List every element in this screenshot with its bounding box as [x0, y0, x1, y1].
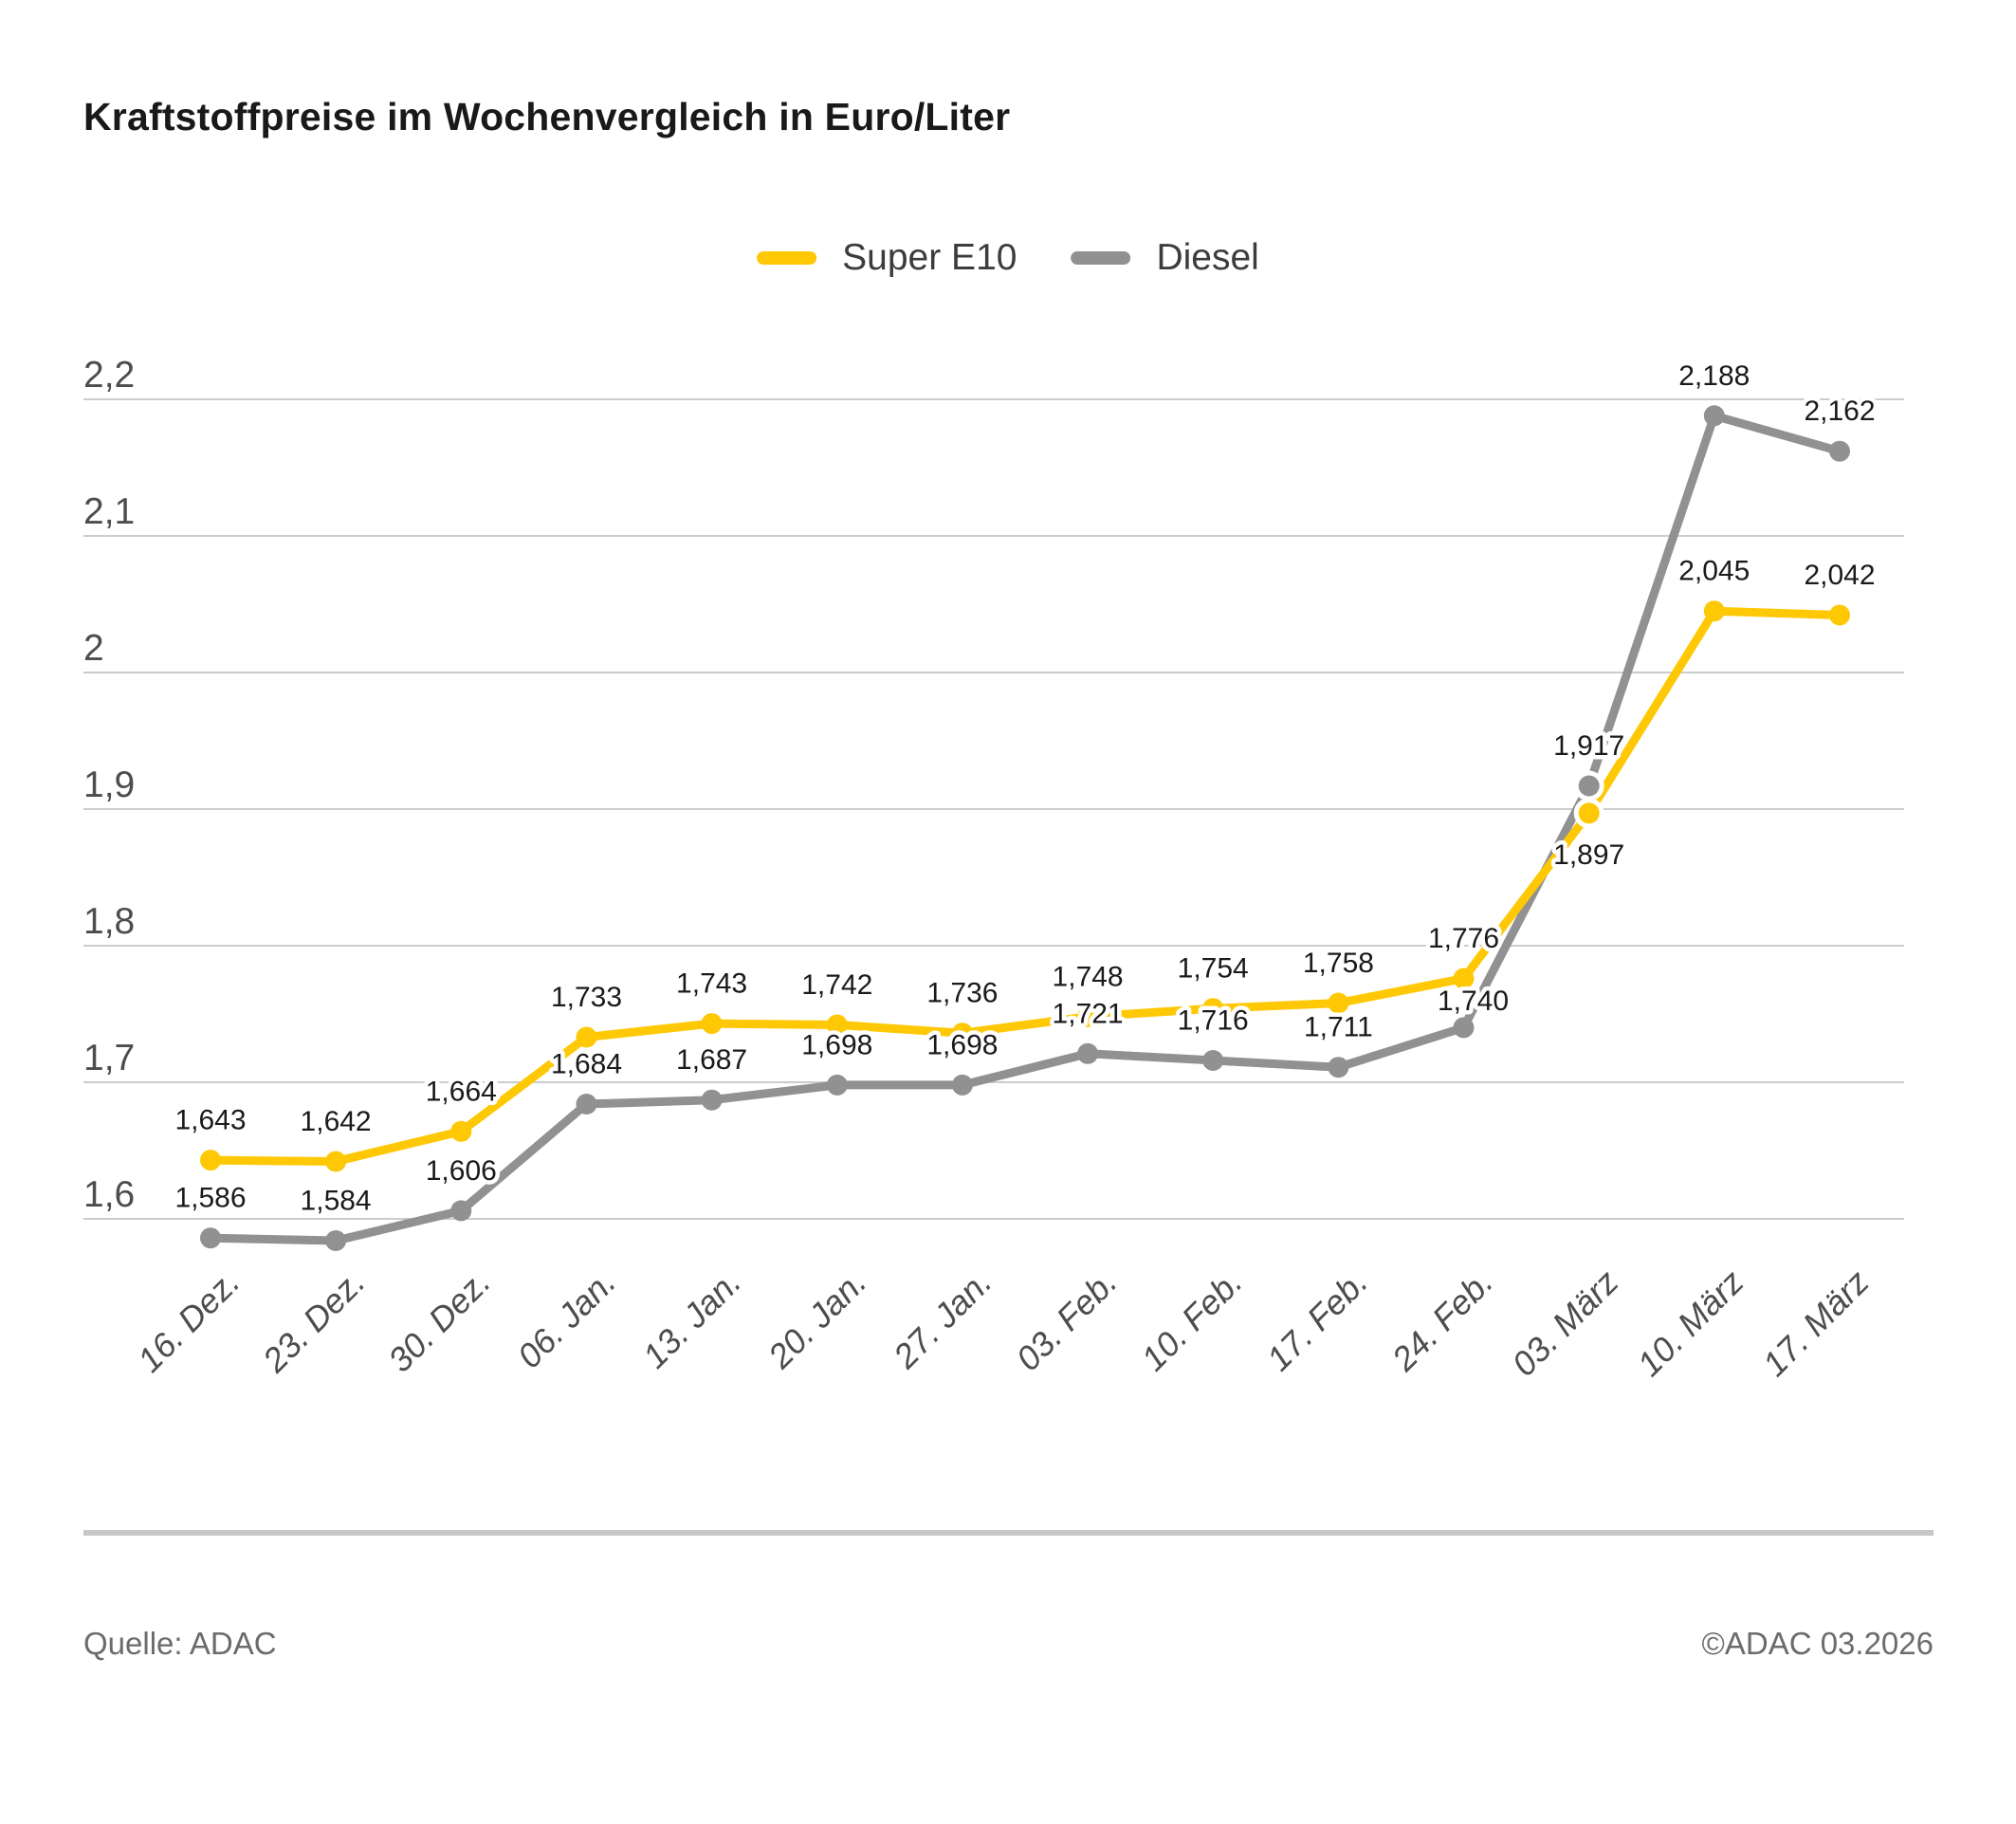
data-point-diesel: [826, 1074, 848, 1096]
data-point-super-e10: [1077, 1005, 1099, 1027]
data-label-super-e10: 1,758: [1303, 948, 1374, 979]
data-label-diesel: 1,698: [926, 1029, 998, 1060]
data-label-diesel: 1,740: [1438, 986, 1509, 1017]
x-axis-label: 06. Jan.: [510, 1262, 624, 1376]
data-label-super-e10: 1,743: [676, 968, 747, 1000]
x-axis-label: 10. Feb.: [1133, 1262, 1249, 1378]
x-axis-label: 30. Dez.: [380, 1262, 498, 1380]
data-label-diesel: 1,687: [676, 1044, 747, 1076]
data-point-diesel: [701, 1089, 723, 1111]
data-point-diesel: [200, 1227, 221, 1249]
y-axis-label: 2,2: [83, 355, 135, 396]
data-label-super-e10: 1,643: [174, 1105, 246, 1136]
x-axis-label: 27. Jan.: [885, 1262, 999, 1376]
data-point-super-e10: [1328, 992, 1349, 1014]
data-label-diesel: 1,711: [1304, 1012, 1373, 1043]
data-point-super-e10: [325, 1151, 347, 1172]
data-label-super-e10: 2,045: [1678, 556, 1750, 587]
series-line-super-e10: [206, 606, 1844, 1166]
data-point-super-e10: [701, 1013, 723, 1035]
data-label-super-e10: 1,733: [551, 982, 622, 1013]
data-label-diesel: 1,586: [174, 1183, 246, 1214]
y-axis-label: 1,9: [83, 765, 135, 805]
legend-label-super-e10: Super E10: [842, 237, 1017, 278]
data-label-diesel: 1,698: [801, 1029, 872, 1060]
footer-copyright: ©ADAC 03.2026: [1701, 1626, 1934, 1661]
data-label-super-e10: 1,736: [926, 978, 998, 1009]
data-point-super-e10: [826, 1014, 848, 1036]
data-point-diesel: [1328, 1057, 1349, 1078]
data-label-super-e10: 1,642: [301, 1106, 372, 1137]
x-axis-label: 03. März: [1504, 1262, 1625, 1384]
data-label-super-e10: 1,742: [801, 969, 872, 1001]
y-axis-label: 2: [83, 628, 104, 669]
legend-label-diesel: Diesel: [1156, 237, 1259, 278]
series-line-diesel: [206, 411, 1844, 1245]
data-label-diesel: 1,716: [1178, 1005, 1249, 1037]
data-point-super-e10: [1578, 802, 1600, 824]
data-point-super-e10: [1453, 967, 1475, 989]
legend-swatch-super-e10-icon: [757, 250, 817, 265]
data-point-diesel: [1703, 405, 1725, 427]
data-point-super-e10: [1202, 998, 1224, 1020]
data-point-diesel: [1453, 1017, 1475, 1039]
x-axis-label: 17. Feb.: [1259, 1262, 1375, 1378]
data-point-diesel: [1202, 1050, 1224, 1071]
x-axis-label: 16. Dez.: [130, 1262, 247, 1380]
y-axis-label: 1,8: [83, 901, 135, 942]
data-point-super-e10: [576, 1026, 597, 1048]
data-label-diesel: 1,606: [426, 1155, 497, 1187]
data-label-super-e10: 1,776: [1428, 923, 1499, 954]
legend-item-diesel: Diesel: [1071, 237, 1259, 278]
legend-item-super-e10: Super E10: [757, 239, 1017, 276]
footer-source: Quelle: ADAC: [83, 1626, 277, 1661]
x-axis-label: 10. März: [1629, 1262, 1750, 1384]
data-point-super-e10: [450, 1120, 472, 1142]
data-label-super-e10: 1,664: [426, 1076, 497, 1107]
x-axis-label: 23. Dez.: [254, 1262, 373, 1381]
y-axis-label: 2,1: [83, 491, 135, 532]
data-label-diesel: 1,721: [1053, 998, 1124, 1029]
data-point-diesel: [1578, 775, 1600, 797]
data-label-super-e10: 1,748: [1053, 961, 1124, 992]
x-axis-label: 03. Feb.: [1008, 1262, 1124, 1378]
data-label-diesel: 1,684: [551, 1049, 622, 1080]
data-label-diesel: 1,584: [301, 1186, 372, 1217]
x-axis-label: 17. März: [1755, 1262, 1877, 1384]
x-axis-label: 13. Jan.: [635, 1262, 749, 1376]
data-point-super-e10: [951, 1023, 973, 1044]
y-axis-label: 1,6: [83, 1174, 135, 1215]
data-label-super-e10: 2,042: [1804, 560, 1875, 591]
data-label-diesel: 1,917: [1553, 730, 1624, 762]
data-label-super-e10: 1,754: [1178, 953, 1249, 985]
data-point-diesel: [450, 1200, 472, 1222]
data-point-super-e10: [1829, 604, 1850, 626]
data-label-diesel: 2,162: [1804, 396, 1875, 427]
data-point-diesel: [951, 1074, 973, 1096]
y-axis-label: 1,7: [83, 1038, 135, 1078]
chart-title: Kraftstoffpreise im Wochenvergleich in E…: [83, 95, 1011, 138]
legend: Super E10 Diesel: [757, 239, 1259, 276]
legend-swatch-diesel-icon: [1071, 250, 1131, 265]
data-label-super-e10: 1,897: [1553, 839, 1624, 871]
data-point-diesel: [325, 1230, 347, 1251]
footer-divider: [83, 1530, 1934, 1536]
data-point-super-e10: [200, 1150, 221, 1171]
x-axis-label: 24. Feb.: [1384, 1262, 1500, 1379]
data-point-diesel: [1077, 1042, 1099, 1064]
data-point-diesel: [1829, 440, 1850, 462]
data-point-super-e10: [1703, 600, 1725, 622]
data-point-diesel: [576, 1094, 597, 1115]
x-axis-label: 20. Jan.: [760, 1262, 873, 1376]
data-label-diesel: 2,188: [1678, 360, 1750, 392]
